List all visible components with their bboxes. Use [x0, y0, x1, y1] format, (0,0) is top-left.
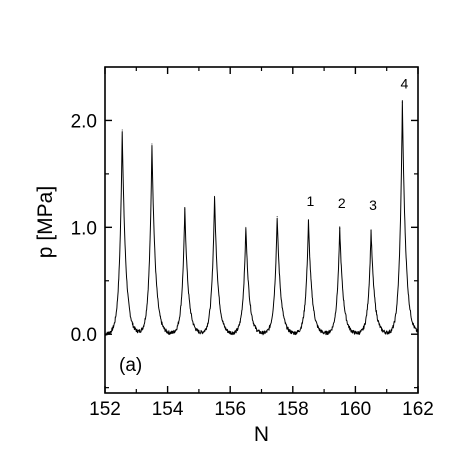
peak-point — [245, 226, 247, 228]
peak-annotation: 1 — [307, 193, 315, 209]
peak-point — [339, 227, 341, 229]
y-axis-title: p [MPa] — [34, 186, 57, 258]
peak-point — [214, 195, 216, 197]
x-tick-label: 158 — [277, 399, 309, 420]
x-tick-label: 160 — [340, 399, 372, 420]
y-tick-label: 2.0 — [71, 111, 97, 132]
x-tick-label: 152 — [89, 399, 121, 420]
peak-point — [401, 101, 403, 103]
peak-annotations: 1 2 3 4 — [307, 75, 409, 213]
peak-point — [276, 216, 278, 218]
panel-label: (a) — [119, 355, 142, 376]
x-axis-title: N — [254, 423, 269, 446]
peak-annotation: 2 — [338, 195, 346, 211]
peak-point — [184, 208, 186, 210]
peak-point — [370, 230, 372, 232]
trace-layer — [104, 100, 419, 336]
ticks: 152 154 156 158 160 162 0.0 1.0 2.0 — [71, 67, 434, 420]
y-tick-label: 0.0 — [71, 325, 97, 346]
pressure-trace — [104, 100, 419, 336]
y-tick-label: 1.0 — [71, 218, 97, 239]
peak-annotation: 3 — [369, 197, 377, 213]
peak-point — [307, 220, 309, 222]
peak-point — [151, 143, 153, 145]
x-tick-label: 156 — [214, 399, 246, 420]
peak-point — [121, 129, 123, 131]
x-tick-label: 154 — [152, 399, 184, 420]
peak-annotation: 4 — [400, 75, 408, 91]
x-tick-label: 162 — [402, 399, 434, 420]
